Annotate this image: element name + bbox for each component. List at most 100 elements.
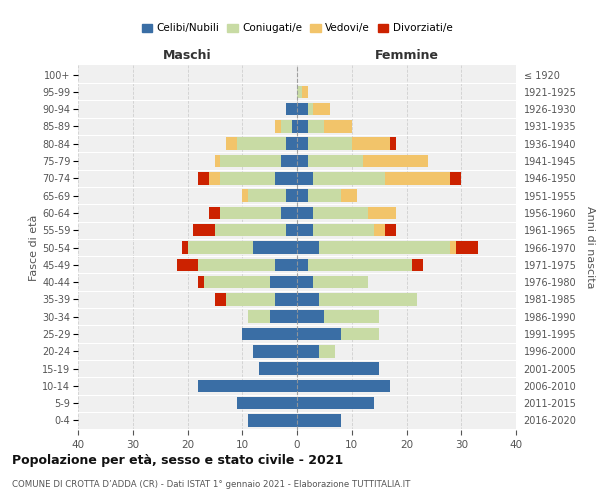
Bar xyxy=(308,103,313,116)
Bar xyxy=(199,380,297,392)
Bar xyxy=(313,276,368,288)
Y-axis label: Anni di nascita: Anni di nascita xyxy=(585,206,595,289)
Bar xyxy=(297,310,325,323)
Text: Femmine: Femmine xyxy=(374,50,439,62)
Bar xyxy=(253,345,297,358)
Bar xyxy=(297,397,374,409)
Bar xyxy=(275,120,281,132)
Y-axis label: Fasce di età: Fasce di età xyxy=(29,214,39,280)
Bar xyxy=(275,258,297,271)
Bar xyxy=(297,362,379,375)
Legend: Celibi/Nubili, Coniugati/e, Vedovi/e, Divorziati/e: Celibi/Nubili, Coniugati/e, Vedovi/e, Di… xyxy=(137,19,457,38)
Bar xyxy=(319,293,418,306)
Bar xyxy=(313,224,374,236)
Bar xyxy=(269,310,297,323)
Bar xyxy=(286,138,297,150)
Bar xyxy=(193,224,215,236)
Bar xyxy=(325,310,379,323)
Bar xyxy=(253,242,297,254)
Bar xyxy=(297,206,313,219)
Bar xyxy=(220,172,275,184)
Bar xyxy=(297,380,390,392)
Bar xyxy=(297,86,302,98)
Bar xyxy=(199,276,204,288)
Bar xyxy=(412,258,423,271)
Bar xyxy=(341,328,379,340)
Bar xyxy=(297,276,313,288)
Bar xyxy=(259,362,297,375)
Bar xyxy=(368,206,395,219)
Bar xyxy=(297,120,308,132)
Bar xyxy=(182,242,187,254)
Text: Maschi: Maschi xyxy=(163,50,212,62)
Bar xyxy=(286,190,297,202)
Bar xyxy=(281,206,297,219)
Bar xyxy=(450,242,456,254)
Bar xyxy=(275,293,297,306)
Bar xyxy=(242,328,297,340)
Bar xyxy=(297,242,319,254)
Bar xyxy=(308,155,362,167)
Bar xyxy=(242,190,248,202)
Bar xyxy=(248,414,297,426)
Bar xyxy=(313,103,330,116)
Bar xyxy=(308,190,341,202)
Text: COMUNE DI CROTTA D’ADDA (CR) - Dati ISTAT 1° gennaio 2021 - Elaborazione TUTTITA: COMUNE DI CROTTA D’ADDA (CR) - Dati ISTA… xyxy=(12,480,410,489)
Text: Popolazione per età, sesso e stato civile - 2021: Popolazione per età, sesso e stato civil… xyxy=(12,454,343,467)
Bar xyxy=(209,172,220,184)
Bar xyxy=(297,414,341,426)
Bar xyxy=(362,155,428,167)
Bar xyxy=(319,242,450,254)
Bar xyxy=(308,138,352,150)
Bar xyxy=(308,120,325,132)
Bar xyxy=(297,103,308,116)
Bar xyxy=(209,206,220,219)
Bar xyxy=(341,190,357,202)
Bar xyxy=(297,155,308,167)
Bar xyxy=(456,242,478,254)
Bar xyxy=(237,397,297,409)
Bar xyxy=(204,276,269,288)
Bar xyxy=(297,345,319,358)
Bar xyxy=(248,310,269,323)
Bar xyxy=(176,258,199,271)
Bar xyxy=(313,172,385,184)
Bar xyxy=(297,258,308,271)
Bar xyxy=(215,224,286,236)
Bar xyxy=(199,172,209,184)
Bar xyxy=(297,190,308,202)
Bar xyxy=(313,206,368,219)
Bar xyxy=(385,172,450,184)
Bar xyxy=(390,138,395,150)
Bar xyxy=(220,155,281,167)
Bar xyxy=(385,224,395,236)
Bar xyxy=(237,138,286,150)
Bar xyxy=(215,293,226,306)
Bar xyxy=(286,224,297,236)
Bar xyxy=(374,224,385,236)
Bar xyxy=(275,172,297,184)
Bar xyxy=(215,155,220,167)
Bar xyxy=(269,276,297,288)
Bar xyxy=(308,258,412,271)
Bar xyxy=(281,120,292,132)
Bar xyxy=(297,138,308,150)
Bar xyxy=(199,258,275,271)
Bar xyxy=(297,293,319,306)
Bar xyxy=(297,328,341,340)
Bar xyxy=(297,172,313,184)
Bar xyxy=(226,293,275,306)
Bar xyxy=(248,190,286,202)
Bar xyxy=(281,155,297,167)
Bar xyxy=(220,206,281,219)
Bar xyxy=(352,138,390,150)
Bar xyxy=(187,242,253,254)
Bar xyxy=(292,120,297,132)
Bar xyxy=(302,86,308,98)
Bar xyxy=(286,103,297,116)
Bar xyxy=(319,345,335,358)
Bar xyxy=(325,120,352,132)
Bar xyxy=(297,224,313,236)
Bar xyxy=(450,172,461,184)
Bar xyxy=(226,138,237,150)
